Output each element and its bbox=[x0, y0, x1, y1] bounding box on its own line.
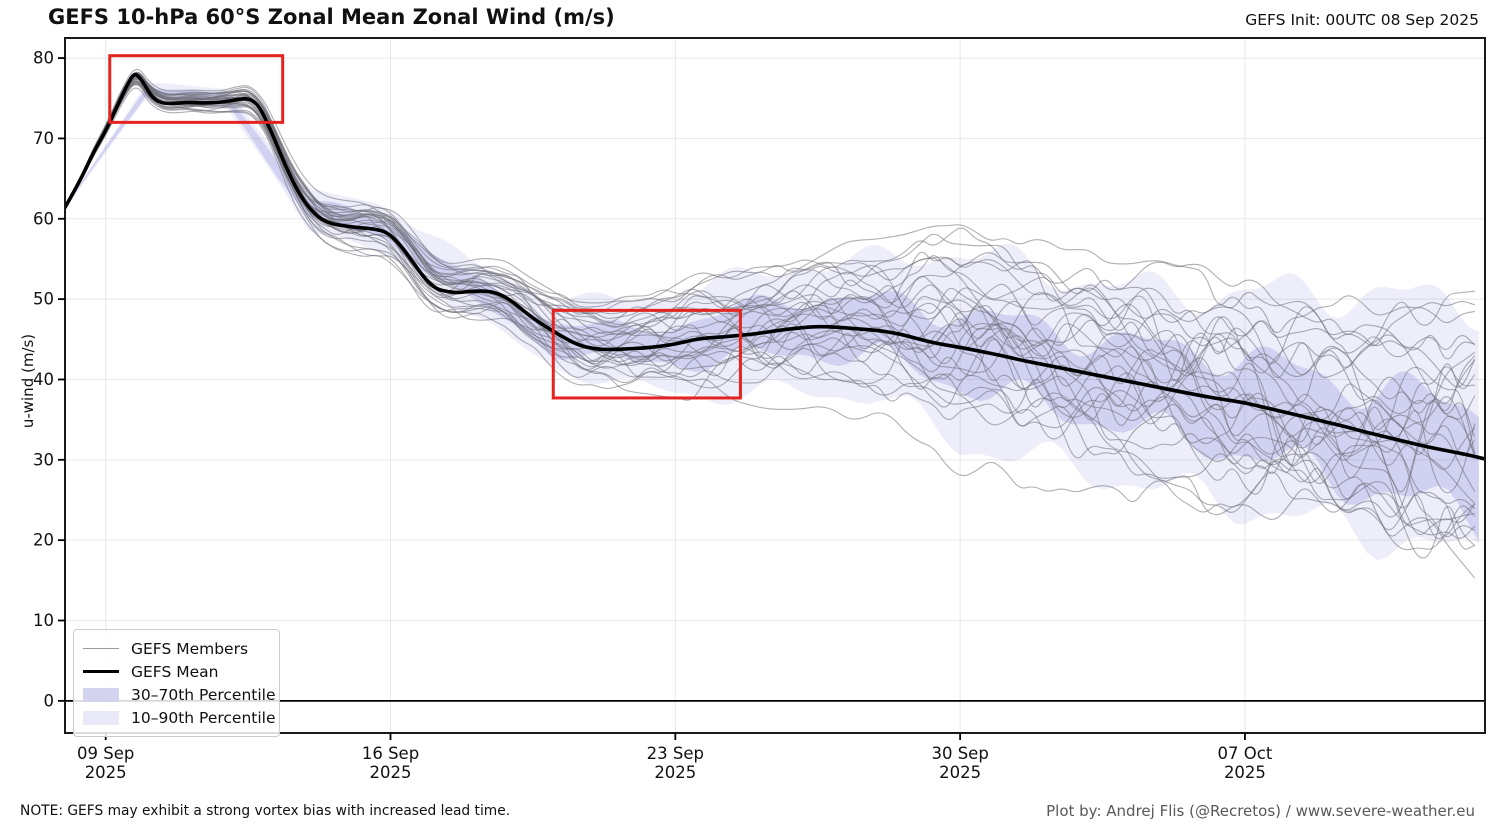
percentile-10-90-swatch bbox=[83, 710, 119, 725]
ensemble-member-line bbox=[65, 80, 1476, 536]
mean-line-layer bbox=[65, 73, 1485, 461]
x-tick-label: 30 Sep bbox=[931, 744, 988, 763]
ensemble-member-line bbox=[65, 72, 1476, 458]
members-line-swatch bbox=[83, 648, 119, 649]
annotation-layer bbox=[108, 54, 742, 400]
y-tick-label: 60 bbox=[33, 209, 54, 228]
x-tick-label: 09 Sep bbox=[77, 744, 134, 763]
x-tick-label-year: 2025 bbox=[85, 763, 127, 782]
y-tick-label: 40 bbox=[33, 370, 54, 389]
ensemble-member-line bbox=[65, 80, 1476, 513]
x-tick-label: 16 Sep bbox=[362, 744, 419, 763]
percentile-30-70-swatch bbox=[83, 687, 119, 702]
y-tick-label: 70 bbox=[33, 129, 54, 148]
legend-swatch-wrap bbox=[83, 710, 123, 725]
mean-line-swatch bbox=[83, 670, 119, 673]
footnote: NOTE: GEFS may exhibit a strong vortex b… bbox=[20, 803, 511, 819]
legend-swatch-wrap bbox=[83, 670, 123, 673]
ensemble-members-layer bbox=[65, 68, 1476, 579]
legend-item: 30–70th Percentile bbox=[83, 683, 276, 706]
ensemble-member-line bbox=[65, 82, 1476, 559]
y-tick-label: 10 bbox=[33, 611, 54, 630]
x-tick-label-year: 2025 bbox=[1224, 763, 1266, 782]
legend-item-label: GEFS Members bbox=[131, 639, 249, 658]
x-tick-label: 07 Oct bbox=[1218, 744, 1273, 763]
ensemble-member-line bbox=[65, 87, 1476, 550]
annotation-box bbox=[551, 308, 742, 400]
credit: Plot by: Andrej Flis (@Recretos) / www.s… bbox=[1046, 802, 1475, 820]
x-tick-label-year: 2025 bbox=[939, 763, 981, 782]
legend-item-label: GEFS Mean bbox=[131, 662, 219, 681]
y-tick-label: 20 bbox=[33, 531, 54, 550]
mean-line bbox=[65, 73, 1485, 461]
legend: GEFS Members GEFS Mean 30–70th Percentile 1… bbox=[73, 629, 280, 737]
chart-title: GEFS 10-hPa 60°S Zonal Mean Zonal Wind (… bbox=[48, 5, 615, 29]
ensemble-member-line bbox=[65, 71, 1475, 347]
x-tick-label-year: 2025 bbox=[654, 763, 696, 782]
legend-item-label: 10–90th Percentile bbox=[131, 708, 276, 727]
ensemble-member-line bbox=[65, 68, 1475, 334]
ensemble-member-line bbox=[65, 77, 1476, 539]
axes-frame-layer bbox=[64, 37, 1486, 734]
ensemble-member-line bbox=[65, 73, 1476, 415]
y-tick-label: 0 bbox=[44, 691, 55, 710]
legend-swatch-wrap bbox=[83, 687, 123, 702]
legend-item: GEFS Members bbox=[83, 637, 269, 660]
axes-frame bbox=[64, 37, 1486, 734]
init-timestamp-label: GEFS Init: 00UTC 08 Sep 2025 bbox=[1245, 11, 1479, 29]
x-tick-label-year: 2025 bbox=[370, 763, 412, 782]
annotation-box bbox=[108, 54, 285, 124]
ensemble-member-line bbox=[65, 79, 1476, 473]
legend-item: 10–90th Percentile bbox=[83, 706, 276, 729]
ensemble-member-line bbox=[65, 71, 1475, 397]
legend-swatch-wrap bbox=[83, 648, 123, 649]
legend-item-label: 30–70th Percentile bbox=[131, 685, 276, 704]
y-tick-label: 80 bbox=[33, 49, 54, 68]
x-tick-label: 23 Sep bbox=[647, 744, 704, 763]
y-tick-label: 30 bbox=[33, 450, 54, 469]
legend-item: GEFS Mean bbox=[83, 660, 269, 683]
y-tick-label: 50 bbox=[33, 290, 54, 309]
